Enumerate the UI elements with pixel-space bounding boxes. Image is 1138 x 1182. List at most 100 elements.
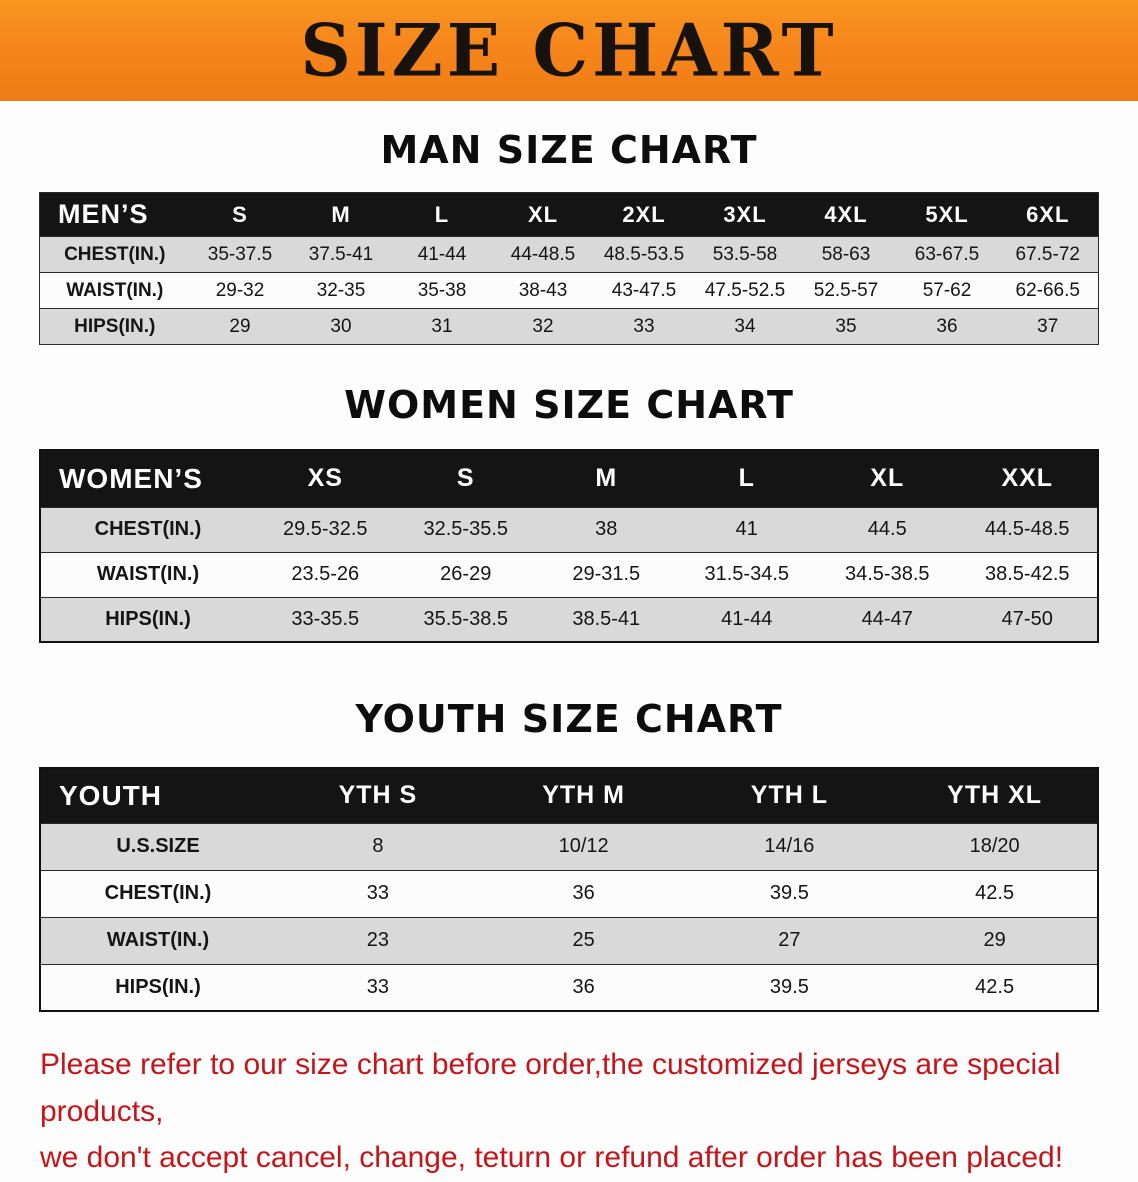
size-value-cell: 41-44 <box>417 243 467 265</box>
size-value-cell: 18/20 <box>969 835 1020 857</box>
size-value-cell: 62-66.5 <box>1015 279 1080 301</box>
size-value-cell: 29 <box>983 929 1006 951</box>
row-label: U.S.SIZE <box>116 835 200 857</box>
row-label: CHEST(IN.) <box>94 518 202 540</box>
row-label: WAIST(IN.) <box>96 563 200 585</box>
table-title-cell: YOUTH <box>40 768 275 823</box>
size-value-cell: 33 <box>366 975 389 998</box>
size-value-cell: 33 <box>633 315 655 337</box>
size-value-cell: 38.5-42.5 <box>984 563 1070 585</box>
men-size-section: MAN SIZE CHART MEN’S S M L XL 2XL 3XL 4XL 5XL 6XL… <box>0 128 1138 345</box>
page-title: SIZE CHART <box>300 7 838 93</box>
size-column-header: 6XL <box>997 192 1099 237</box>
table-title-cell: MEN’S <box>39 192 190 237</box>
size-value-cell: 39.5 <box>769 882 809 904</box>
men-size-table: MEN’S S M L XL 2XL 3XL 4XL 5XL 6XL CHEST(IN.) 35-37… <box>39 192 1099 345</box>
size-value-cell: 29 <box>229 315 251 337</box>
size-column-header: L <box>676 450 817 507</box>
size-value-cell: 42.5 <box>975 975 1015 998</box>
size-value-cell: 53.5-58 <box>712 243 778 265</box>
size-value-cell: 32.5-35.5 <box>423 518 508 540</box>
size-value-cell: 26-29 <box>440 563 492 585</box>
size-value-cell: 35 <box>835 315 857 337</box>
row-label: WAIST(IN.) <box>106 929 210 951</box>
size-value-cell: 38 <box>595 518 618 540</box>
size-value-cell: 48.5-53.5 <box>603 243 685 265</box>
measurement-row: HIPS(IN.) 33-35.5 35.5-38.5 38.5-41 41-44 44-… <box>40 597 1098 642</box>
size-value-cell: 36 <box>572 882 595 904</box>
size-value-cell: 33-35.5 <box>291 607 360 630</box>
banner: SIZE CHART <box>0 0 1138 101</box>
size-column-header: YTH M <box>480 768 687 823</box>
size-value-cell: 10/12 <box>558 835 609 857</box>
size-value-cell: 37.5-41 <box>308 243 374 265</box>
size-value-cell: 38.5-41 <box>572 607 641 630</box>
size-value-cell: 35.5-38.5 <box>423 607 508 630</box>
measurement-row: HIPS(IN.) 33 36 39.5 42.5 <box>40 964 1098 1011</box>
size-column-header: XS <box>255 450 396 507</box>
measurement-row: U.S.SIZE 8 10/12 14/16 18/20 <box>40 823 1098 870</box>
size-column-header: M <box>536 450 677 507</box>
youth-size-table: YOUTH YTH S YTH M YTH L YTH XL U.S.SIZE 8 10/12… <box>39 767 1099 1012</box>
size-column-header: L <box>391 192 493 237</box>
size-column-header: 3XL <box>694 192 796 237</box>
men-section-heading: MAN SIZE CHART <box>380 128 758 172</box>
size-column-header: 4XL <box>795 192 897 237</box>
row-label: HIPS(IN.) <box>105 607 191 630</box>
size-value-cell: 67.5-72 <box>1015 243 1080 265</box>
size-column-header: XL <box>492 192 594 237</box>
size-value-cell: 57-62 <box>922 279 972 301</box>
size-value-cell: 31.5-34.5 <box>704 563 789 585</box>
size-value-cell: 37 <box>1037 315 1059 337</box>
size-value-cell: 30 <box>330 315 352 337</box>
size-value-cell: 38-43 <box>518 279 568 301</box>
size-value-cell: 31 <box>431 315 453 337</box>
size-column-header: S <box>189 192 291 237</box>
women-size-table: WOMEN’S XS S M L XL XXL CHEST(IN.) 29.5-32.5 32.5… <box>39 449 1099 643</box>
measurement-row: WAIST(IN.) 23 25 27 29 <box>40 917 1098 964</box>
size-value-cell: 23.5-26 <box>291 563 360 585</box>
size-column-header: XXL <box>957 450 1098 507</box>
row-label: CHEST(IN.) <box>104 882 212 904</box>
table-header-row: YOUTH YTH S YTH M YTH L YTH XL <box>40 768 1098 823</box>
measurement-row: CHEST(IN.) 33 36 39.5 42.5 <box>40 870 1098 917</box>
women-size-section: WOMEN SIZE CHART WOMEN’S XS S M L XL XXL CHEST(… <box>0 383 1138 643</box>
table-title-cell: WOMEN’S <box>40 450 255 507</box>
size-value-cell: 34 <box>734 315 756 337</box>
note-line-1: Please refer to our size chart before or… <box>40 1048 1061 1128</box>
size-value-cell: 41-44 <box>721 607 773 630</box>
measurement-row: HIPS(IN.) 29 30 31 32 33 34 35 36 37 <box>39 308 1099 345</box>
size-value-cell: 14/16 <box>764 835 815 857</box>
youth-size-section: YOUTH SIZE CHART YOUTH YTH S YTH M YTH L YTH… <box>0 697 1138 1012</box>
size-value-cell: 23 <box>366 929 389 951</box>
size-value-cell: 29-32 <box>215 279 265 301</box>
size-value-cell: 58-63 <box>821 243 871 265</box>
order-policy-note: Please refer to our size chart before or… <box>40 1042 1098 1182</box>
size-value-cell: 41 <box>735 518 758 540</box>
row-label: HIPS(IN.) <box>74 315 156 337</box>
size-value-cell: 29.5-32.5 <box>282 518 368 540</box>
youth-section-heading: YOUTH SIZE CHART <box>355 697 783 741</box>
size-value-cell: 42.5 <box>975 882 1015 904</box>
size-column-header: YTH L <box>686 768 893 823</box>
size-value-cell: 29-31.5 <box>572 563 641 585</box>
note-line-2: we don't accept cancel, change, teturn o… <box>40 1141 1064 1174</box>
measurement-row: WAIST(IN.) 23.5-26 26-29 29-31.5 31.5-34.5 34… <box>40 552 1098 597</box>
row-label: HIPS(IN.) <box>115 975 201 998</box>
size-value-cell: 32-35 <box>316 279 366 301</box>
size-value-cell: 63-67.5 <box>914 243 980 265</box>
size-value-cell: 35-38 <box>417 279 467 301</box>
size-value-cell: 47.5-52.5 <box>704 279 786 301</box>
size-value-cell: 39.5 <box>769 975 809 998</box>
size-value-cell: 8 <box>372 835 384 857</box>
size-value-cell: 27 <box>778 929 801 951</box>
table-header-row: MEN’S S M L XL 2XL 3XL 4XL 5XL 6XL <box>39 192 1099 237</box>
size-value-cell: 33 <box>366 882 389 904</box>
size-column-header: S <box>395 450 536 507</box>
size-column-header: 2XL <box>593 192 695 237</box>
measurement-row: CHEST(IN.) 35-37.5 37.5-41 41-44 44-48.5 48.5… <box>39 236 1099 273</box>
size-value-cell: 52.5-57 <box>813 279 879 301</box>
size-column-header: YTH S <box>275 768 481 823</box>
size-value-cell: 43-47.5 <box>611 279 677 301</box>
size-column-header: M <box>290 192 392 237</box>
